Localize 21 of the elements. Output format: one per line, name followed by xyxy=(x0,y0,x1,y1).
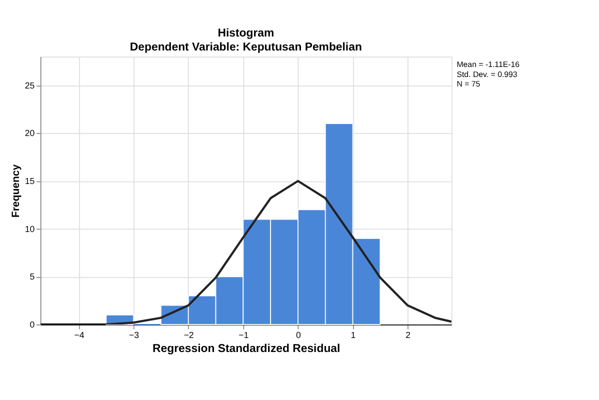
y-axis-title: Frequency xyxy=(10,164,22,218)
chart-subtitle: Dependent Variable: Keputusan Pembelian xyxy=(130,41,362,54)
chart-title: Histogram xyxy=(218,27,274,40)
x-tick-label: −1 xyxy=(238,330,249,340)
x-tick-label: 2 xyxy=(406,330,411,340)
y-tick-label: 0 xyxy=(30,320,35,330)
text: N = 75 xyxy=(456,79,481,88)
x-tick-label: 1 xyxy=(350,330,356,340)
y-tick-label: 25 xyxy=(24,80,35,90)
y-tick-label: 10 xyxy=(24,224,35,234)
y-tick-label: 5 xyxy=(30,272,35,282)
x-axis-title: Regression Standardized Residual xyxy=(152,343,340,356)
x-tick-label: −4 xyxy=(74,330,84,340)
text: Mean = -1.11E-16 xyxy=(456,60,520,70)
x-tick-label: −3 xyxy=(129,330,140,340)
y-tick-label: 15 xyxy=(24,176,35,186)
x-tick-label: 0 xyxy=(296,330,301,340)
x-tick-label: −2 xyxy=(184,330,194,340)
y-tick-label: 20 xyxy=(24,128,35,138)
line-series xyxy=(40,180,452,324)
text: Std. Dev. = 0.993 xyxy=(456,70,518,79)
